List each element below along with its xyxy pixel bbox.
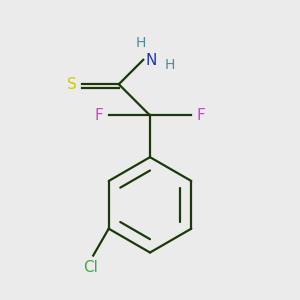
Text: H: H: [136, 36, 146, 50]
Text: N: N: [146, 53, 157, 68]
Text: Cl: Cl: [83, 260, 98, 275]
Text: F: F: [95, 108, 103, 123]
Text: S: S: [67, 77, 77, 92]
Text: F: F: [196, 108, 205, 123]
Text: H: H: [165, 58, 175, 72]
